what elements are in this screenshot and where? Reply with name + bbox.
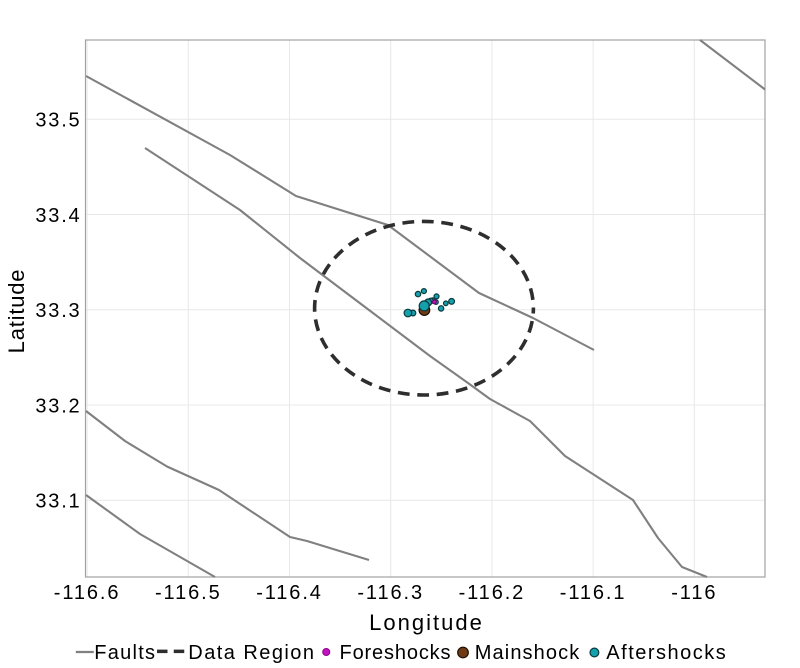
svg-text:33.1: 33.1 [35,491,81,513]
svg-text:33.2: 33.2 [35,395,81,417]
svg-text:Longitude: Longitude [369,610,484,635]
svg-text:-116.3: -116.3 [357,582,424,604]
svg-text:Data Region: Data Region [188,642,315,664]
svg-text:33.3: 33.3 [35,300,81,322]
svg-text:33.4: 33.4 [35,205,81,227]
svg-text:Aftershocks: Aftershocks [606,642,727,664]
svg-text:33.5: 33.5 [35,110,81,132]
svg-text:-116.5: -116.5 [155,582,222,604]
svg-text:-116: -116 [671,582,717,604]
svg-text:-116.2: -116.2 [459,582,526,604]
svg-text:-116.6: -116.6 [54,582,121,604]
svg-text:-116.1: -116.1 [560,582,627,604]
svg-text:-116.4: -116.4 [256,582,323,604]
svg-text:Latitude: Latitude [4,269,29,354]
svg-text:Foreshocks: Foreshocks [340,642,452,664]
svg-text:Faults: Faults [94,642,156,664]
svg-text:Mainshock: Mainshock [475,642,581,664]
